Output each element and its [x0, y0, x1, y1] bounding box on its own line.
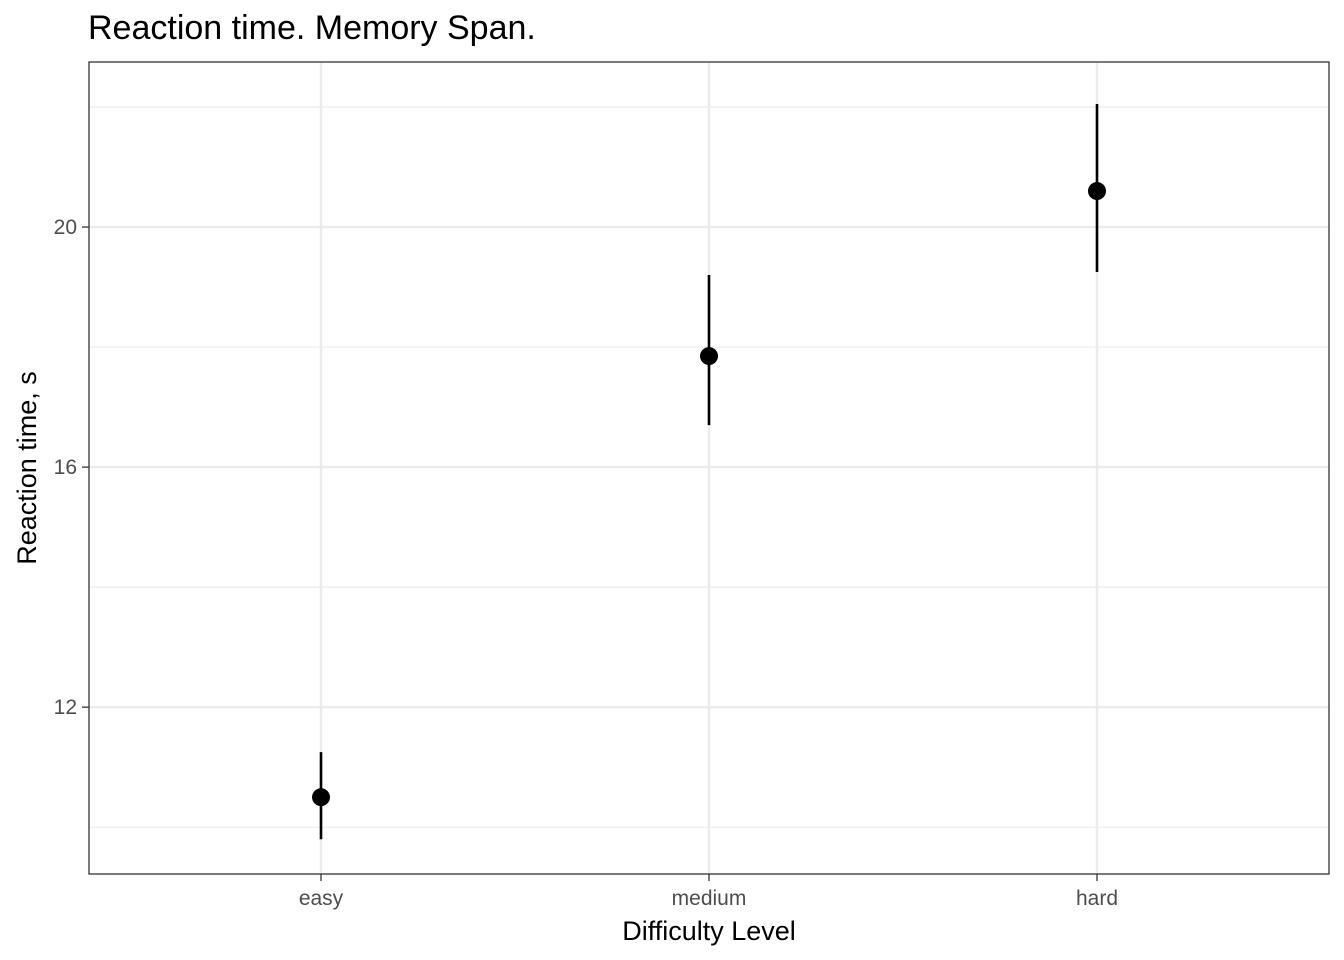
grid-layer — [89, 62, 1329, 874]
x-axis-title: Difficulty Level — [622, 916, 796, 946]
chart-title: Reaction time. Memory Span. — [88, 9, 536, 47]
y-tick-label: 16 — [54, 456, 77, 479]
panel-border — [88, 61, 1330, 875]
axis-layer: 12 16 20 easy medium hard — [54, 216, 1118, 910]
x-tick-label: hard — [1076, 887, 1118, 910]
x-tick-label: easy — [299, 887, 344, 910]
y-axis-title: Reaction time, s — [12, 371, 42, 565]
data-point — [1088, 182, 1106, 201]
y-tick-label: 20 — [54, 216, 77, 239]
data-point — [312, 788, 330, 807]
y-tick-label: 12 — [54, 696, 77, 719]
data-point — [700, 347, 718, 366]
marks-layer — [312, 104, 1106, 840]
x-tick-label: medium — [672, 887, 747, 910]
